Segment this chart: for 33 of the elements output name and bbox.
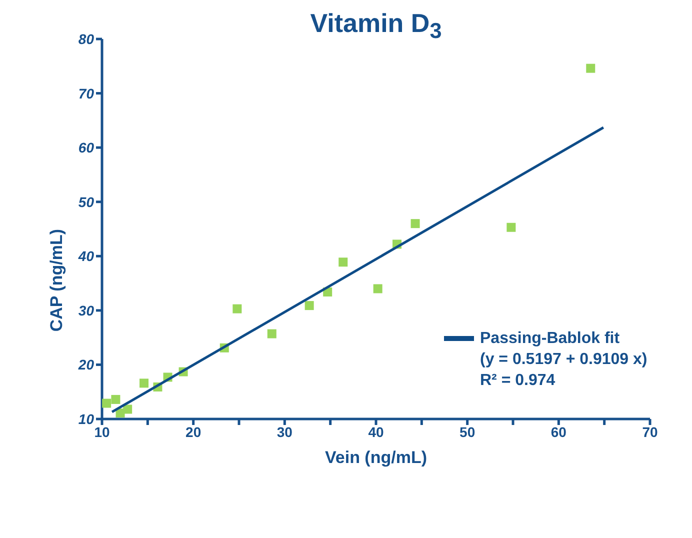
x-tick-label: 50 <box>460 424 476 440</box>
y-axis-title: CAP (ng/mL) <box>47 229 66 332</box>
point <box>338 258 348 267</box>
y-tick-label: 40 <box>77 248 94 264</box>
x-tick-label: 30 <box>276 424 293 440</box>
point <box>140 378 149 388</box>
point <box>123 404 132 414</box>
chart-title: Vitamin D$_{3}$ <box>309 8 443 44</box>
point <box>373 284 382 294</box>
point <box>586 64 596 73</box>
x-axis-title: Vein (ng/mL) <box>325 448 427 467</box>
legend-label: Passing-Bablok fit <box>480 329 620 349</box>
x-tick-label: 20 <box>186 424 202 440</box>
y-tick-label: 20 <box>77 356 94 373</box>
y-tick-label: 80 <box>78 30 94 47</box>
point <box>267 329 276 338</box>
point <box>102 398 112 408</box>
x-tick-label: 40 <box>368 424 384 440</box>
y-tick-label: 60 <box>78 140 94 156</box>
y-tick-label: 70 <box>78 85 94 102</box>
annotation: (y = 0.5197 + 0.9109 x) <box>480 350 648 370</box>
y-tick-label: 10 <box>78 410 94 427</box>
x-tick-label: 10 <box>94 424 110 440</box>
point <box>232 304 242 314</box>
y-tick-label: 30 <box>78 302 94 318</box>
annotation: R² = 0.974 <box>480 371 556 391</box>
point <box>410 219 420 228</box>
point <box>506 222 516 232</box>
point <box>304 301 314 310</box>
point <box>111 394 120 404</box>
x-tick-label: 60 <box>550 424 567 440</box>
y-tick-label: 50 <box>78 194 94 210</box>
x-tick-label: 70 <box>642 424 658 440</box>
